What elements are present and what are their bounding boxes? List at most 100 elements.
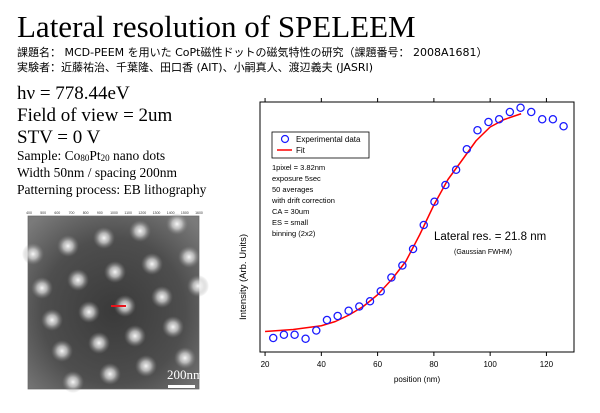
nano-dot bbox=[166, 213, 188, 235]
pt-label: Pt bbox=[89, 148, 101, 163]
data-point bbox=[559, 122, 568, 131]
x-tick-label: 40 bbox=[317, 360, 326, 369]
nano-dot bbox=[93, 227, 115, 249]
data-point bbox=[322, 315, 332, 325]
data-point bbox=[505, 107, 515, 117]
legend-marker-experimental bbox=[280, 134, 290, 144]
data-point bbox=[430, 197, 439, 207]
data-point bbox=[419, 220, 429, 230]
result-annotation: Lateral res. = 21.8 nm bbox=[434, 231, 546, 243]
data-point bbox=[473, 126, 482, 135]
data-point bbox=[441, 180, 450, 190]
data-point bbox=[548, 114, 558, 124]
data-point bbox=[537, 114, 547, 124]
condition-line: exposure 5sec bbox=[272, 174, 321, 183]
image-tick-label: 1600 bbox=[195, 211, 203, 215]
image-tick-label: 400 bbox=[26, 211, 32, 215]
sample-prefix: Sample: Co bbox=[17, 148, 81, 163]
data-point bbox=[516, 103, 525, 112]
result-note: (Gaussian FWHM) bbox=[454, 249, 512, 256]
sample-line: Sample: Co80Pt20 nano dots bbox=[17, 148, 165, 166]
nano-dot bbox=[99, 363, 121, 385]
data-point bbox=[279, 330, 289, 339]
y-axis-label: Intensity (Arb. Units) bbox=[238, 234, 249, 320]
image-tick-label: 1300 bbox=[153, 211, 161, 215]
nano-dot bbox=[104, 261, 126, 283]
image-tick-label: 900 bbox=[97, 211, 103, 215]
data-point bbox=[484, 117, 493, 127]
condition-line: CA = 30um bbox=[272, 207, 309, 216]
image-tick-label: 1000 bbox=[110, 211, 118, 215]
slide-title: Lateral resolution of SPELEEM bbox=[17, 9, 416, 44]
nano-dot bbox=[22, 243, 44, 265]
nano-dot bbox=[67, 269, 89, 291]
image-tick-label: 1400 bbox=[167, 211, 175, 215]
scale-bar bbox=[168, 385, 195, 388]
nano-dot bbox=[141, 253, 163, 275]
nano-dot bbox=[88, 332, 110, 354]
peem-image: 400 500 600 700 800 900 1000 1100 1200 1300 1400 15… bbox=[22, 211, 209, 393]
process-line: Patterning process: EB lithography bbox=[17, 182, 207, 197]
data-point bbox=[408, 244, 418, 254]
stv: STV = 0 V bbox=[17, 127, 101, 148]
x-axis-label: position (nm) bbox=[394, 375, 441, 384]
data-point bbox=[376, 286, 385, 296]
sample-suffix: nano dots bbox=[109, 148, 166, 163]
authors-line: 実験者：近藤祐治、千葉隆、田口香 (AIT)、小嗣真人、渡辺義夫 (JASRI) bbox=[17, 61, 374, 74]
data-point bbox=[312, 326, 321, 335]
subject-line: 課題名： MCD-PEEM を用いた CoPt磁性ドットの磁気特性の研究（課題番… bbox=[17, 46, 488, 59]
x-tick-label: 120 bbox=[540, 360, 554, 369]
image-tick-label: 1200 bbox=[138, 211, 146, 215]
profile-chart: 20 40 60 80 100 120 position (nm) Intensity (… bbox=[238, 98, 575, 384]
data-point bbox=[344, 306, 353, 315]
nano-dot bbox=[62, 371, 84, 393]
nano-dot bbox=[129, 220, 151, 242]
condition-line: 1pixel = 3.82nm bbox=[272, 163, 325, 172]
nano-dot bbox=[174, 347, 196, 369]
data-point bbox=[398, 261, 407, 270]
image-tick-label: 1100 bbox=[124, 211, 132, 215]
image-tick-label: 700 bbox=[69, 211, 75, 215]
image-tick-label: 500 bbox=[40, 211, 46, 215]
pt-subscript: 20 bbox=[100, 153, 110, 163]
condition-line: 50 averages bbox=[272, 185, 314, 194]
condition-line: with drift correction bbox=[271, 196, 335, 205]
photon-energy: hν = 778.44eV bbox=[17, 83, 130, 104]
x-tick-label: 80 bbox=[429, 360, 438, 369]
data-point bbox=[387, 273, 396, 282]
x-tick-label: 60 bbox=[373, 360, 382, 369]
nano-dot bbox=[57, 235, 79, 257]
data-point bbox=[301, 334, 310, 343]
co-subscript: 80 bbox=[80, 153, 90, 163]
data-point bbox=[268, 333, 278, 343]
data-point bbox=[333, 311, 342, 321]
data-point bbox=[451, 165, 461, 175]
data-point bbox=[462, 145, 472, 154]
nano-dot bbox=[78, 301, 100, 323]
data-point bbox=[494, 114, 504, 124]
image-tick-label: 600 bbox=[54, 211, 60, 215]
nano-dot bbox=[124, 325, 146, 347]
legend-box bbox=[271, 131, 370, 159]
condition-line: binning (2x2) bbox=[272, 229, 316, 238]
nano-dot bbox=[151, 286, 173, 308]
image-tick-label: 800 bbox=[83, 211, 89, 215]
nano-dot bbox=[162, 316, 184, 338]
image-tick-label: 1500 bbox=[181, 211, 189, 215]
plot-frame bbox=[259, 101, 575, 353]
nano-dot bbox=[135, 355, 157, 377]
fit-curve bbox=[265, 113, 522, 333]
data-point bbox=[355, 302, 364, 311]
data-point bbox=[365, 296, 375, 306]
scale-bar-label: 200nm bbox=[167, 367, 203, 382]
nano-dot bbox=[31, 277, 53, 299]
data-point bbox=[526, 107, 536, 117]
condition-line: ES = small bbox=[272, 218, 308, 227]
field-of-view: Field of view = 2um bbox=[17, 105, 173, 126]
legend: Experimental data Fit bbox=[271, 131, 370, 159]
nano-dot bbox=[51, 340, 73, 362]
legend-experimental: Experimental data bbox=[296, 135, 361, 144]
nano-dot bbox=[41, 309, 63, 331]
legend-fit: Fit bbox=[296, 146, 306, 155]
x-tick-label: 100 bbox=[483, 360, 497, 369]
